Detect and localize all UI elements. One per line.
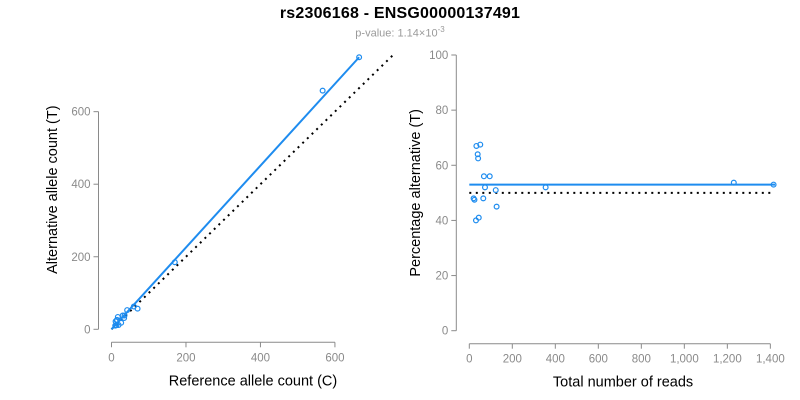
x-axis-title: Reference allele count (C) — [169, 373, 337, 389]
left-scatter-plot: 0 200 400 600 0 200 400 600 Reference allele cou… — [45, 52, 396, 389]
data-point — [730, 179, 737, 186]
data-point — [319, 87, 326, 94]
data-point — [121, 312, 128, 319]
x-tick-label: 0 — [108, 352, 114, 364]
data-point — [480, 173, 487, 180]
data-point — [171, 259, 178, 266]
y-tick-label: 600 — [71, 107, 90, 119]
x-tick-label: 1,000 — [670, 354, 699, 366]
y-tick-label: 100 — [429, 50, 448, 62]
data-point — [481, 184, 488, 191]
data-point — [473, 142, 480, 149]
identity-line — [110, 52, 396, 331]
x-tick-label: 1,200 — [713, 354, 742, 366]
y-tick-label: 400 — [71, 179, 90, 191]
charts-row: 0 200 400 600 0 200 400 600 Reference allele cou… — [0, 45, 800, 400]
data-point — [112, 322, 119, 329]
data-point — [492, 187, 499, 194]
y-tick-label: 20 — [436, 271, 449, 283]
pvalue-exponent: -3 — [437, 25, 445, 34]
x-tick-label: 400 — [546, 354, 565, 366]
y-tick-label: 0 — [442, 326, 448, 338]
x-tick-label: 400 — [251, 352, 270, 364]
data-point — [493, 203, 500, 210]
plot-header: rs2306168 - ENSG00000137491 p-value: 1.1… — [0, 5, 800, 40]
data-point — [486, 173, 493, 180]
x-tick-label: 600 — [325, 352, 344, 364]
pvalue-text: p-value: 1.14×10 — [355, 27, 438, 40]
x-tick-label: 200 — [176, 352, 195, 364]
y-axis-title: Alternative allele count (T) — [45, 105, 61, 273]
x-tick-label: 0 — [466, 354, 472, 366]
data-point — [356, 54, 363, 61]
y-axis-title: Percentage alternative (T) — [408, 109, 424, 277]
y-tick-label: 80 — [436, 105, 449, 117]
plot-title: rs2306168 - ENSG00000137491 — [279, 5, 521, 22]
y-tick-label: 60 — [436, 160, 449, 172]
data-point — [542, 184, 549, 191]
x-tick-label: 800 — [632, 354, 651, 366]
x-tick-label: 1,400 — [756, 354, 785, 366]
data-point — [130, 303, 137, 310]
data-point — [470, 195, 477, 202]
fit-line — [110, 56, 360, 330]
data-point — [474, 151, 481, 158]
y-tick-label: 0 — [84, 324, 90, 336]
data-point — [770, 181, 777, 188]
y-tick-label: 40 — [436, 215, 449, 227]
data-point — [475, 155, 482, 162]
y-tick-label: 200 — [71, 252, 90, 264]
x-tick-label: 600 — [589, 354, 608, 366]
right-scatter-plot: 0 200 400 600 800 1,000 1,200 1,400 0 20 40 60 80 100… — [408, 50, 785, 391]
x-tick-label: 200 — [503, 354, 522, 366]
data-point — [480, 195, 487, 202]
data-point — [124, 307, 131, 314]
x-axis-title: Total number of reads — [553, 375, 693, 391]
data-point — [472, 217, 479, 224]
plot-subtitle: p-value: 1.14×10-3 — [0, 25, 800, 40]
